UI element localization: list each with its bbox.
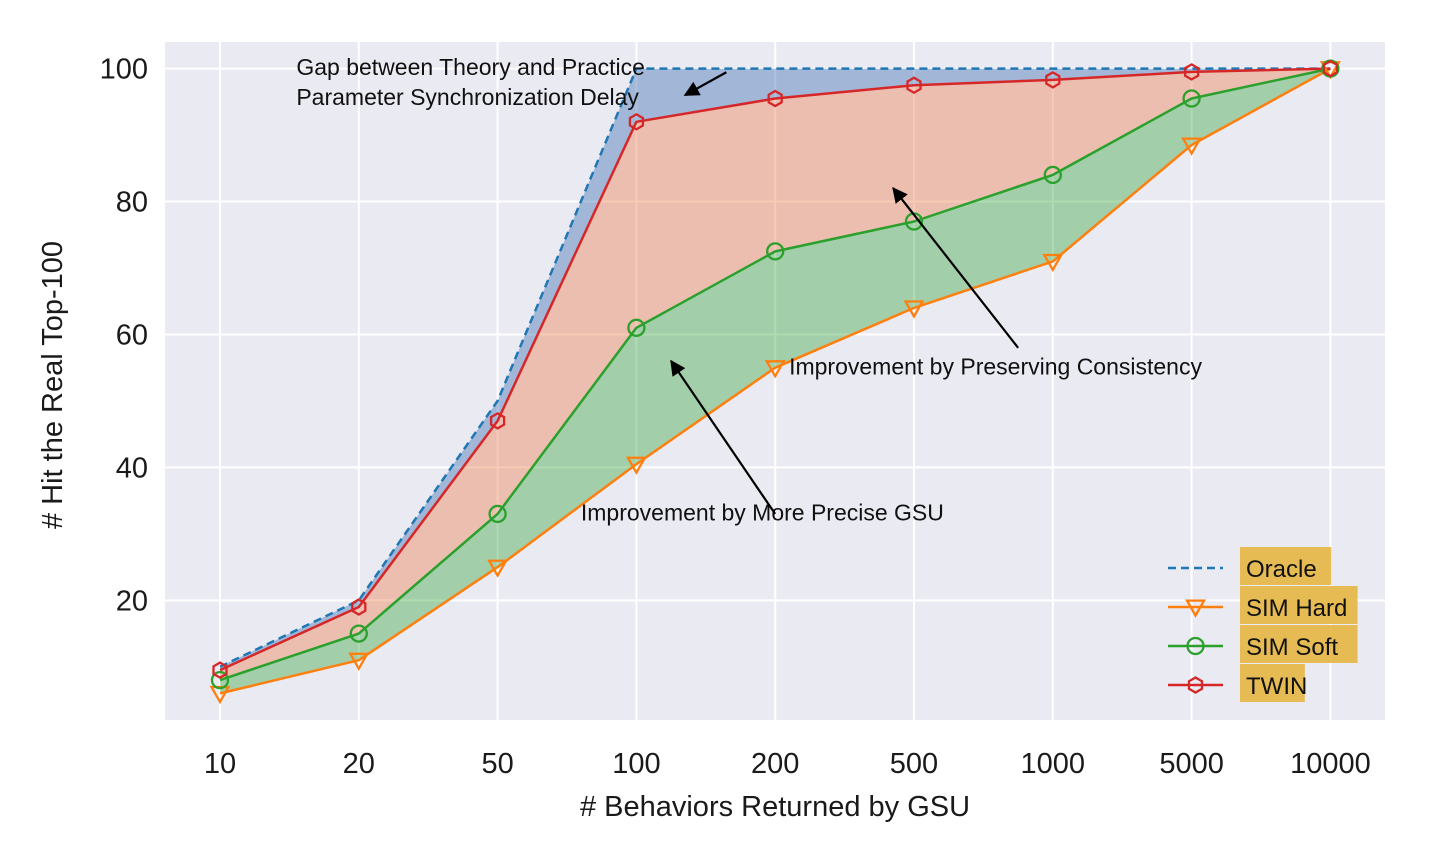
annotation-arrow-1 bbox=[683, 71, 727, 97]
series-lines bbox=[219, 67, 1332, 695]
annotation-arrow-2 bbox=[892, 187, 1019, 349]
fill-twin-sim-soft bbox=[220, 68, 1331, 681]
y-tick-label: 80 bbox=[116, 187, 148, 219]
x-tick-labels: 10 20 50 100 200 500 1000 5000 10000 bbox=[204, 748, 1371, 780]
point-twin-500 bbox=[906, 76, 922, 95]
fill-sim-soft-sim-hard bbox=[220, 68, 1331, 694]
y-tick-label: 60 bbox=[116, 319, 148, 351]
point-sim-soft-100 bbox=[627, 318, 646, 337]
point-sim-soft-50 bbox=[488, 504, 507, 524]
legend: Oracle SIM Hard SIM Soft TWIN bbox=[1168, 547, 1358, 702]
y-tick-label: 100 bbox=[100, 54, 148, 86]
y-tick-label: 40 bbox=[116, 452, 148, 484]
point-sim-soft-20 bbox=[349, 624, 368, 643]
y-tick-labels: 20 40 60 80 100 bbox=[100, 54, 148, 618]
x-tick-label: 10000 bbox=[1290, 748, 1371, 780]
legend-highlight-twin bbox=[1240, 664, 1305, 702]
point-sim-hard-200 bbox=[764, 360, 786, 379]
annotation-text: Improvement by Preserving Consistency bbox=[789, 353, 1202, 379]
point-twin-200 bbox=[767, 89, 783, 108]
point-sim-soft-200 bbox=[766, 242, 785, 261]
annotations: Gap between Theory and Practice Parameter… bbox=[296, 54, 1202, 525]
point-sim-hard-5000 bbox=[1181, 137, 1203, 156]
fill-areas bbox=[220, 68, 1331, 694]
point-sim-hard-500 bbox=[903, 300, 925, 319]
series-markers bbox=[209, 59, 1341, 705]
series-line-sim-soft bbox=[219, 67, 1331, 682]
annotation-text: Parameter Synchronization Delay bbox=[296, 84, 639, 110]
point-sim-soft-5000 bbox=[1182, 89, 1201, 108]
point-sim-soft-1000 bbox=[1043, 165, 1062, 185]
annotation-text: Improvement by More Precise GSU bbox=[581, 500, 944, 526]
x-tick-label: 200 bbox=[751, 748, 799, 780]
point-twin-100 bbox=[628, 112, 645, 131]
series-line-oracle bbox=[219, 67, 1331, 668]
annotation-text: Gap between Theory and Practice bbox=[296, 54, 645, 80]
point-sim-hard-20 bbox=[348, 652, 370, 671]
point-twin-1000 bbox=[1045, 71, 1061, 89]
x-tick-label: 5000 bbox=[1159, 748, 1224, 780]
y-axis-title: # Hit the Real Top-100 bbox=[37, 241, 69, 529]
point-twin-10000 bbox=[1322, 59, 1339, 78]
legend-label-sim-hard: SIM Hard bbox=[1246, 595, 1347, 622]
y-tick-label: 20 bbox=[116, 585, 148, 617]
legend-highlight-oracle bbox=[1240, 547, 1332, 585]
point-twin-10 bbox=[212, 661, 228, 679]
x-tick-label: 500 bbox=[890, 748, 938, 780]
x-tick-label: 50 bbox=[481, 748, 513, 780]
point-sim-hard-1000 bbox=[1042, 253, 1064, 273]
legend-highlight-sim-hard bbox=[1240, 586, 1358, 624]
point-sim-hard-50 bbox=[487, 559, 509, 578]
x-tick-label: 10 bbox=[204, 748, 236, 780]
point-twin-5000 bbox=[1183, 63, 1200, 81]
legend-marker-sim-hard bbox=[1185, 599, 1206, 618]
point-sim-soft-10 bbox=[210, 670, 230, 690]
legend-highlight-sim-soft bbox=[1240, 625, 1358, 663]
annotation-arrow-3 bbox=[670, 359, 777, 515]
legend-label-twin: TWIN bbox=[1246, 673, 1307, 700]
x-tick-label: 1000 bbox=[1021, 748, 1086, 780]
point-sim-hard-100 bbox=[625, 456, 647, 475]
series-line-sim-hard bbox=[219, 67, 1332, 695]
x-tick-label: 100 bbox=[612, 748, 660, 780]
x-tick-label: 20 bbox=[343, 748, 375, 780]
point-twin-50 bbox=[489, 412, 506, 430]
legend-label-sim-soft: SIM Soft bbox=[1246, 634, 1338, 661]
legend-label-oracle: Oracle bbox=[1246, 556, 1317, 583]
x-axis-title: # Behaviors Returned by GSU bbox=[580, 791, 970, 823]
legend-marker-twin bbox=[1187, 676, 1204, 694]
point-twin-20 bbox=[351, 598, 367, 616]
legend-marker-sim-soft bbox=[1186, 636, 1205, 656]
series-line-twin bbox=[219, 67, 1331, 672]
